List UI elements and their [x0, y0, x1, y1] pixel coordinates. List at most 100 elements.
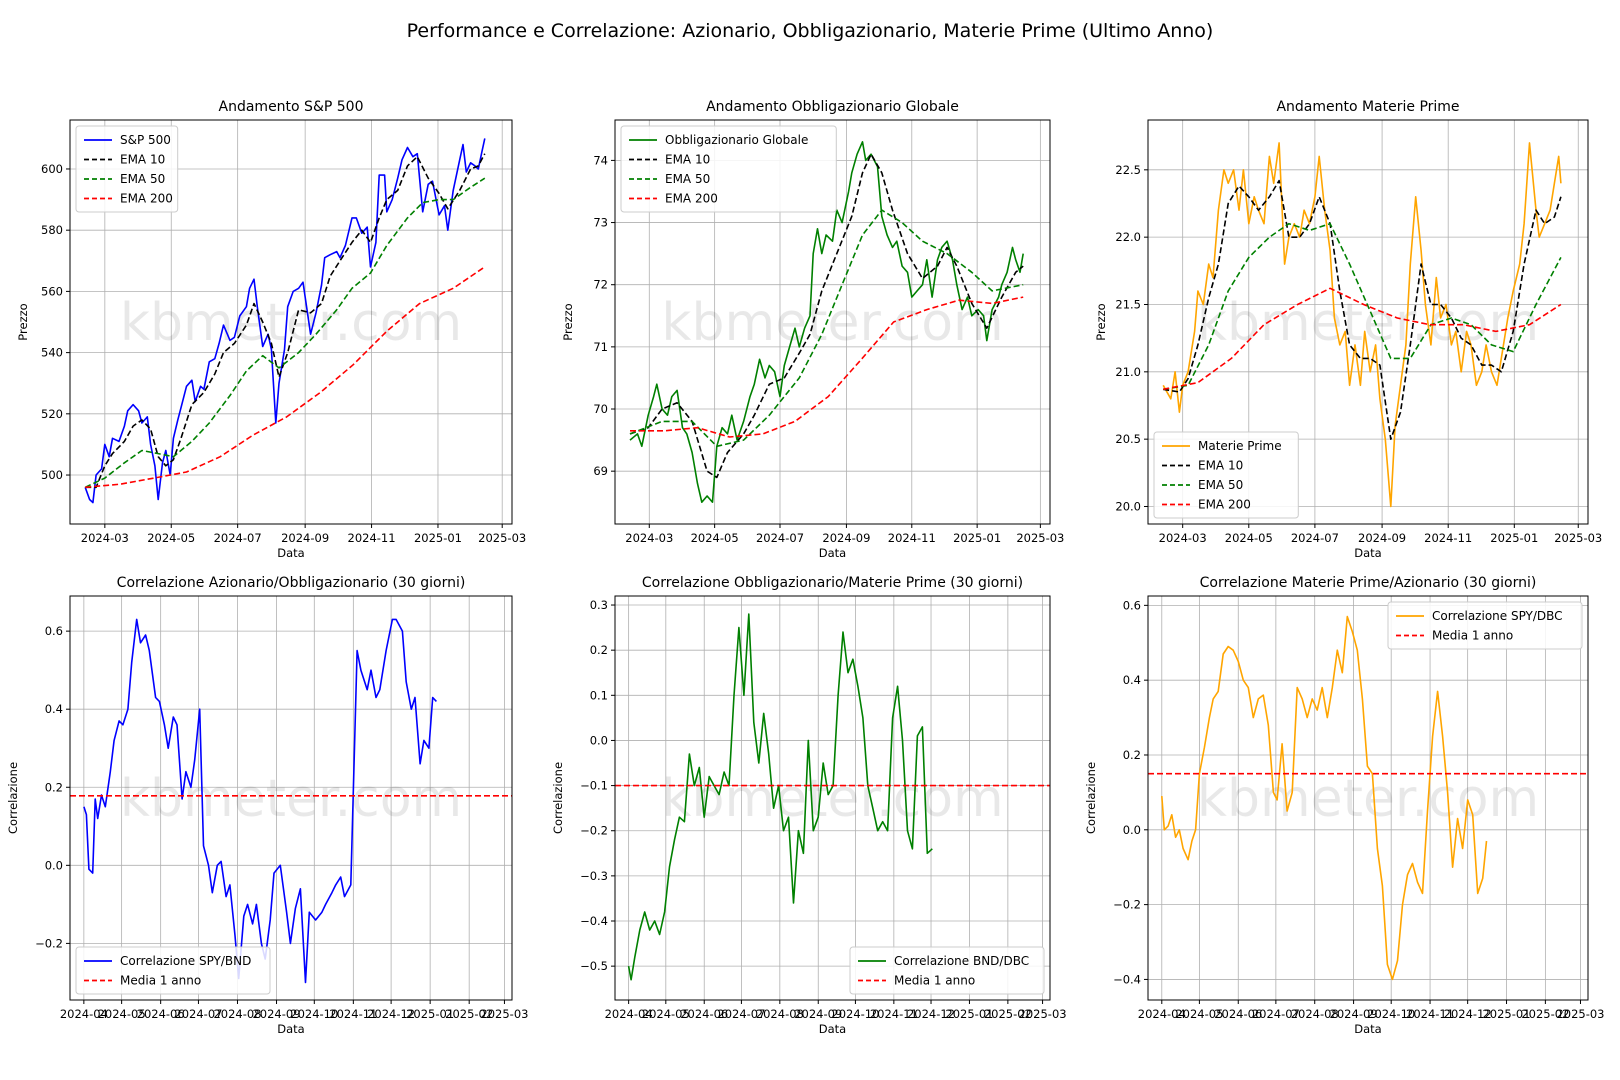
x-tick-label: 2025-02 [984, 1007, 1032, 1021]
legend-label: S&P 500 [120, 133, 171, 147]
x-tick-label: 2024-09 [1358, 531, 1406, 545]
x-tick-label: 2024-07 [174, 1007, 222, 1021]
legend-label: Media 1 anno [1432, 629, 1513, 643]
grid [1148, 596, 1588, 1000]
series-line-2 [1163, 179, 1562, 441]
x-tick-label: 2024-09 [252, 1007, 300, 1021]
x-tick-label: 2024-11 [1424, 531, 1472, 545]
watermark: kbmeter.com [1197, 769, 1539, 829]
x-tick-label: 2024-05 [1175, 1007, 1223, 1021]
legend-label: EMA 200 [1198, 498, 1251, 512]
y-axis-label: Correlazione [551, 762, 565, 834]
legend-label: Correlazione BND/DBC [894, 954, 1029, 968]
y-tick-label: 72 [593, 278, 608, 292]
x-tick-label: 2025-03 [1556, 1007, 1604, 1021]
y-tick-label: 20.5 [1115, 432, 1141, 446]
figure-suptitle: Performance e Correlazione: Azionario, O… [407, 20, 1214, 42]
x-tick-label: 2025-02 [1521, 1007, 1569, 1021]
x-tick-label: 2024-08 [213, 1007, 261, 1021]
legend-label: Obbligazionario Globale [665, 133, 808, 147]
y-tick-label: 70 [593, 402, 608, 416]
x-tick-label: 2024-04 [60, 1007, 108, 1021]
x-tick-label: 2024-12 [907, 1007, 955, 1021]
watermark: kbmeter.com [1197, 293, 1539, 353]
x-tick-label: 2024-05 [147, 531, 195, 545]
x-tick-label: 2024-12 [367, 1007, 415, 1021]
x-tick-label: 2024-05 [642, 1007, 690, 1021]
x-tick-label: 2024-03 [625, 531, 673, 545]
panel-title: Andamento Obbligazionario Globale [706, 99, 959, 115]
y-tick-label: 0.2 [590, 643, 608, 657]
x-tick-label: 2024-10 [831, 1007, 879, 1021]
x-tick-label: 2025-03 [1554, 531, 1602, 545]
legend-label: EMA 50 [120, 172, 165, 186]
panel-title: Andamento Materie Prime [1276, 99, 1459, 115]
x-tick-label: 2025-03 [1016, 531, 1064, 545]
x-tick-label: 2024-07 [214, 531, 262, 545]
legend-label: EMA 50 [1198, 478, 1243, 492]
y-tick-label: −0.2 [35, 936, 63, 950]
x-tick-label: 2024-03 [1159, 531, 1207, 545]
legend: Materie Prime EMA 10 EMA 50 EMA 200 [1153, 431, 1299, 519]
series-line-4 [630, 296, 1024, 438]
y-tick-label: 22.5 [1115, 163, 1141, 177]
legend-label: EMA 10 [1198, 459, 1243, 473]
y-tick-label: 0.2 [45, 780, 63, 794]
panel-title: Correlazione Azionario/Obbligazionario (… [117, 575, 466, 591]
y-tick-label: 560 [41, 284, 63, 298]
y-tick-label: 600 [41, 162, 63, 176]
y-tick-label: 0.6 [45, 624, 63, 638]
x-tick-label: 2025-03 [1019, 1007, 1067, 1021]
watermark: kbmeter.com [120, 769, 462, 829]
x-tick-label: 2024-05 [691, 531, 739, 545]
x-tick-label: 2025-01 [945, 1007, 993, 1021]
y-axis-label: Correlazione [6, 762, 20, 834]
legend-label: Media 1 anno [894, 974, 975, 988]
chart-panel-6: kbmeter.com2024-042024-052024-062024-072… [1084, 575, 1605, 1036]
legend-box [849, 946, 1045, 995]
y-axis-label: Prezzo [1094, 303, 1108, 340]
x-tick-label: 2024-11 [870, 1007, 918, 1021]
tick-labels: 2024-042024-052024-062024-072024-082024-… [35, 624, 528, 1021]
axes-frame [1147, 595, 1589, 1001]
y-tick-label: 0.0 [45, 858, 63, 872]
y-tick-label: 0.6 [1123, 598, 1141, 612]
grid [615, 120, 1050, 524]
y-tick-label: 71 [593, 340, 608, 354]
y-tick-label: −0.3 [580, 869, 608, 883]
x-tick-label: 2024-11 [329, 1007, 377, 1021]
legend-box [75, 125, 179, 213]
axes-frame [1147, 119, 1589, 525]
legend-box [1387, 601, 1583, 650]
panel-title: Andamento S&P 500 [219, 99, 364, 115]
x-axis-label: Data [819, 546, 846, 560]
legend-label: EMA 10 [120, 153, 165, 167]
legend-box [620, 125, 837, 213]
x-tick-label: 2024-07 [717, 1007, 765, 1021]
x-tick-label: 2024-11 [1406, 1007, 1454, 1021]
y-axis-label: Correlazione [1084, 762, 1098, 834]
series-line-4 [1163, 287, 1562, 391]
series-group [615, 613, 1050, 981]
tick-labels: 2024-03 2024-05 2024-07 2024-09 2024-11 2025-… [41, 162, 526, 545]
x-tick-label: 2024-03 [81, 531, 129, 545]
watermark: kbmeter.com [120, 293, 462, 353]
series-line-1 [84, 138, 486, 504]
x-tick-label: 2025-01 [1482, 1007, 1530, 1021]
panel-title: Correlazione Materie Prime/Azionario (30… [1200, 575, 1537, 591]
legend-label: EMA 200 [120, 192, 173, 206]
x-tick-label: 2024-11 [888, 531, 936, 545]
y-tick-label: 69 [593, 464, 608, 478]
x-tick-label: 2024-07 [756, 531, 804, 545]
x-tick-label: 2025-03 [478, 531, 526, 545]
legend-label: EMA 10 [665, 153, 710, 167]
legend-box [1153, 431, 1299, 519]
x-tick-label: 2024-07 [1291, 531, 1339, 545]
chart-panel-5: kbmeter.com2024-042024-052024-062024-072… [551, 575, 1067, 1036]
grid [70, 120, 512, 524]
y-tick-label: 540 [41, 346, 63, 360]
